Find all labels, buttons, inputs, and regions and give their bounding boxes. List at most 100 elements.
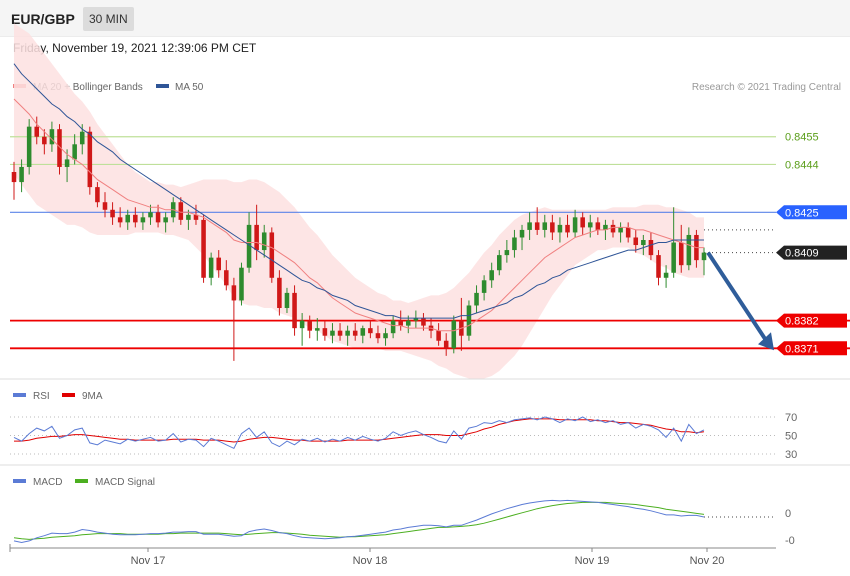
candle-body <box>656 255 661 278</box>
candle-body <box>671 242 676 273</box>
legend-label-rsi-ma: 9MA <box>82 391 103 402</box>
legend-label-ma50: MA 50 <box>175 82 204 93</box>
candle-body <box>246 224 252 268</box>
candle-body <box>345 330 350 336</box>
candle-body <box>57 129 62 167</box>
candle-body <box>610 224 616 233</box>
price-tag-bg-5 <box>776 341 847 356</box>
candle-body <box>398 320 403 326</box>
forecast-arrow <box>706 251 774 351</box>
candle-body <box>618 227 623 233</box>
candle-body <box>542 222 548 230</box>
candle-body <box>11 172 17 183</box>
candle-body <box>527 222 532 230</box>
candle-body <box>155 212 161 223</box>
macd-axis-label: -0 <box>785 535 795 547</box>
candle-body <box>701 252 707 261</box>
legend-swatch-ma50 <box>156 84 169 88</box>
legend-swatch-macd-signal <box>75 479 88 483</box>
candle-body <box>474 292 479 306</box>
bollinger-band-area <box>14 23 704 379</box>
candle-body <box>390 320 396 334</box>
macd-panel: 0 -0 <box>13 499 795 547</box>
candle-body <box>208 257 214 278</box>
rsi-axis-label: 30 <box>785 449 797 461</box>
chart-header: EUR/GBP 30 MIN <box>0 0 850 37</box>
candle-body <box>648 240 654 256</box>
candle-body <box>186 214 191 220</box>
candle-body <box>678 242 684 266</box>
price-tag-3: 0.8409 <box>785 248 819 260</box>
candle-body <box>330 330 335 336</box>
candle-body <box>572 217 578 233</box>
candle-body <box>133 214 138 223</box>
candle-body <box>284 292 290 308</box>
price-tags: 0.8455 0.8444 0.8425 0.8409 0.8382 0.8371 <box>776 132 847 356</box>
candle-body <box>481 280 487 293</box>
rsi-axis-label: 70 <box>785 412 797 424</box>
price-tag-2: 0.8425 <box>785 207 819 219</box>
rsi-line <box>13 416 705 450</box>
key-levels <box>10 136 850 350</box>
candle-body <box>201 219 206 278</box>
price-tag-bg-2 <box>776 205 847 220</box>
candle-body <box>269 232 275 278</box>
candle-body <box>557 224 563 233</box>
legend-swatch-rsi-ma <box>62 393 75 397</box>
macd-signal-line <box>13 501 705 540</box>
candle-body <box>360 328 366 336</box>
candle-body <box>193 214 199 220</box>
x-axis-label: Nov 18 <box>353 555 388 567</box>
legend-swatch-macd <box>13 479 26 483</box>
candle-body <box>224 270 229 286</box>
candle-body <box>497 255 502 271</box>
candle-body <box>26 126 32 167</box>
candle-body <box>641 240 646 246</box>
x-axis-labels: Nov 17 Nov 18 Nov 19 Nov 20 <box>131 548 725 567</box>
candle-body <box>633 237 639 246</box>
candle-body <box>34 126 40 137</box>
candle-body <box>322 328 328 336</box>
candle-body <box>421 318 426 326</box>
moving-averages <box>13 63 704 332</box>
price-tag-4: 0.8382 <box>785 316 819 328</box>
price-tag-bg-3 <box>776 245 847 260</box>
candle-body <box>163 217 168 223</box>
legend-label-macd-signal: MACD Signal <box>95 477 155 488</box>
candle-body <box>595 222 601 230</box>
candle-body <box>466 305 472 336</box>
chart-datetime: Friday, November 19, 2021 12:39:06 PM CE… <box>13 41 257 55</box>
candle-body <box>239 267 244 301</box>
x-axis-label: Nov 17 <box>131 555 166 567</box>
candle-body <box>95 187 100 203</box>
candle-body <box>443 340 449 349</box>
price-tag-1: 0.8444 <box>785 159 819 171</box>
candle-body <box>512 237 517 251</box>
timeframe-button[interactable]: 30 MIN <box>83 7 134 31</box>
candle-body <box>216 257 221 271</box>
candle-body <box>231 285 237 301</box>
candle-body <box>42 136 47 145</box>
candlestick-series <box>11 116 707 361</box>
bollinger-band-fill <box>14 23 704 379</box>
x-axis-label: Nov 19 <box>575 555 610 567</box>
candle-body <box>587 222 593 228</box>
macd-axis-label: 0 <box>785 508 791 520</box>
legend-label-ma20: MA 20 + Bollinger Bands <box>33 82 143 93</box>
candle-body <box>148 212 153 218</box>
candle-body <box>383 333 388 339</box>
candle-body <box>49 129 55 145</box>
candle-body <box>277 277 282 308</box>
candle-body <box>352 330 358 336</box>
candle-body <box>315 328 320 331</box>
forecast-arrow-shaft <box>706 251 768 342</box>
x-axis-label: Nov 20 <box>690 555 725 567</box>
candle-body <box>337 330 343 336</box>
candle-body <box>102 202 108 210</box>
macd-line <box>13 499 705 544</box>
candle-body <box>375 333 381 339</box>
candle-body <box>550 222 555 233</box>
research-credit: Research © 2021 Trading Central <box>692 82 841 93</box>
candle-body <box>117 217 123 223</box>
